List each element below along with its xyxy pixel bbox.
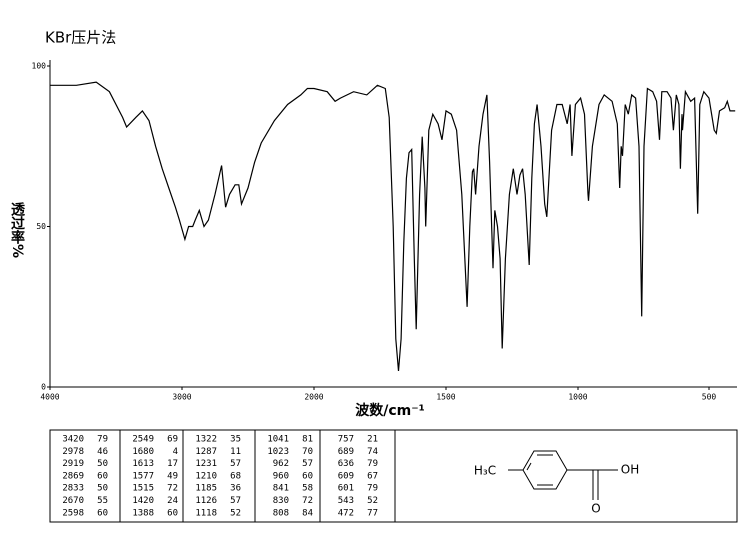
peak-wavenumber: 1231 [195, 459, 217, 469]
table-frame [49, 429, 738, 523]
peak-transmittance: 72 [167, 484, 178, 494]
peak-wavenumber: 2833 [62, 484, 84, 494]
peak-transmittance: 79 [367, 459, 378, 469]
y-tick-label: 100 [32, 62, 47, 71]
peak-transmittance: 57 [302, 459, 313, 469]
peak-transmittance: 57 [230, 459, 241, 469]
peak-wavenumber: 2978 [62, 447, 84, 457]
peak-wavenumber: 472 [338, 508, 354, 518]
peak-transmittance: 50 [97, 459, 108, 469]
peak-transmittance: 74 [367, 447, 378, 457]
hydroxyl-label: OH [621, 463, 639, 477]
peak-wavenumber: 830 [273, 496, 289, 506]
peak-transmittance: 52 [230, 508, 241, 518]
peak-wavenumber: 757 [338, 435, 354, 445]
peak-wavenumber: 1388 [132, 508, 154, 518]
y-tick-label: 50 [36, 222, 46, 231]
peak-wavenumber: 3420 [62, 435, 84, 445]
peak-wavenumber: 1210 [195, 471, 217, 481]
peak-transmittance: 60 [97, 508, 108, 518]
chart-title: KBr压片法 [45, 29, 116, 47]
peak-wavenumber: 609 [338, 471, 354, 481]
peak-wavenumber: 1126 [195, 496, 217, 506]
peak-transmittance: 60 [167, 508, 178, 518]
peak-transmittance: 79 [97, 435, 108, 445]
peak-transmittance: 70 [302, 447, 313, 457]
methyl-label: H₃C [474, 464, 496, 478]
peak-transmittance: 68 [230, 471, 241, 481]
peak-transmittance: 4 [173, 447, 178, 457]
peak-wavenumber: 841 [273, 484, 289, 494]
peak-transmittance: 11 [230, 447, 241, 457]
benzene-ring [522, 450, 568, 490]
y-tick-label: 0 [41, 383, 46, 392]
peak-transmittance: 60 [97, 471, 108, 481]
peak-transmittance: 21 [367, 435, 378, 445]
peak-transmittance: 52 [367, 496, 378, 506]
peak-transmittance: 35 [230, 435, 241, 445]
peak-transmittance: 36 [230, 484, 241, 494]
peak-transmittance: 24 [167, 496, 178, 506]
peak-transmittance: 60 [302, 471, 313, 481]
peak-transmittance: 57 [230, 496, 241, 506]
peak-transmittance: 58 [302, 484, 313, 494]
peak-transmittance: 17 [167, 459, 178, 469]
peak-wavenumber: 1613 [132, 459, 154, 469]
x-tick-label: 4000 [40, 393, 59, 402]
peak-transmittance: 46 [97, 447, 108, 457]
peak-wavenumber: 636 [338, 459, 354, 469]
oxygen-label: O [591, 502, 600, 516]
peak-transmittance: 79 [367, 484, 378, 494]
peak-wavenumber: 689 [338, 447, 354, 457]
peak-wavenumber: 1515 [132, 484, 154, 494]
y-axis-label: 透过率% [9, 202, 25, 258]
ring-double-bond [526, 462, 532, 471]
peak-wavenumber: 1420 [132, 496, 154, 506]
x-tick-label: 1000 [568, 393, 587, 402]
peak-transmittance: 50 [97, 484, 108, 494]
peak-wavenumber: 1118 [195, 508, 217, 518]
peak-wavenumber: 2670 [62, 496, 84, 506]
peak-transmittance: 49 [167, 471, 178, 481]
peak-transmittance: 84 [302, 508, 313, 518]
peak-wavenumber: 962 [273, 459, 289, 469]
peak-transmittance: 67 [367, 471, 378, 481]
peak-transmittance: 69 [167, 435, 178, 445]
peak-wavenumber: 2549 [132, 435, 154, 445]
peak-transmittance: 77 [367, 508, 378, 518]
peak-wavenumber: 1577 [132, 471, 154, 481]
x-tick-label: 3000 [172, 393, 191, 402]
x-tick-label: 2000 [304, 393, 323, 402]
x-tick-label: 1500 [436, 393, 455, 402]
spectrum-line [50, 81, 736, 371]
peak-wavenumber: 1023 [267, 447, 289, 457]
peak-wavenumber: 1185 [195, 484, 217, 494]
peak-transmittance: 72 [302, 496, 313, 506]
peak-transmittance: 55 [97, 496, 108, 506]
x-axis-label: 波数/cm⁻¹ [355, 402, 425, 419]
peak-wavenumber: 2598 [62, 508, 84, 518]
peak-wavenumber: 1287 [195, 447, 217, 457]
peak-wavenumber: 601 [338, 484, 354, 494]
peak-wavenumber: 543 [338, 496, 354, 506]
peak-wavenumber: 1322 [195, 435, 217, 445]
peak-wavenumber: 960 [273, 471, 289, 481]
peak-wavenumber: 808 [273, 508, 289, 518]
peak-wavenumber: 1680 [132, 447, 154, 457]
x-tick-label: 500 [702, 393, 717, 402]
peak-transmittance: 81 [302, 435, 313, 445]
peak-wavenumber: 2919 [62, 459, 84, 469]
peak-wavenumber: 1041 [267, 435, 289, 445]
structure-bonds [508, 450, 618, 500]
peak-wavenumber: 2869 [62, 471, 84, 481]
